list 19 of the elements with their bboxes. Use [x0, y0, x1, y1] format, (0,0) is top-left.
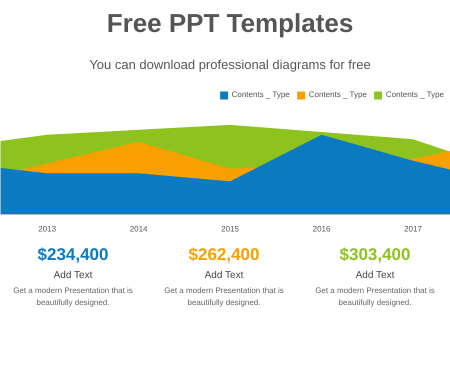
x-tick-label: 2016 [312, 224, 331, 234]
legend-label: Contents _ Type [386, 90, 444, 100]
x-tick-label: 2013 [38, 224, 57, 234]
text: Get a modern Presentation that is beautifully designed. [314, 285, 436, 308]
x-tick-label: 2014 [130, 224, 148, 234]
text: Get a modern Presentation that is beautifully designed. [12, 285, 134, 308]
legend-label: Contents _ Type [232, 90, 290, 100]
x-tick-label: 2017 [404, 224, 422, 234]
text: $303,400 [338, 244, 412, 266]
text: Add Text [204, 268, 244, 283]
text: $234,400 [36, 244, 110, 266]
chart-subtitle: You can download professional diagrams for free [89, 56, 371, 74]
chart-title: Free PPT Templates [106, 7, 354, 40]
text: $262,400 [188, 244, 260, 266]
legend-label: Contents _ Type [308, 90, 367, 100]
text: Get a modern Presentation that is beautifully designed. [163, 285, 285, 308]
text: Add Text [52, 268, 94, 283]
x-tick-label: 2015 [221, 224, 240, 234]
text: Add Text [354, 268, 396, 283]
